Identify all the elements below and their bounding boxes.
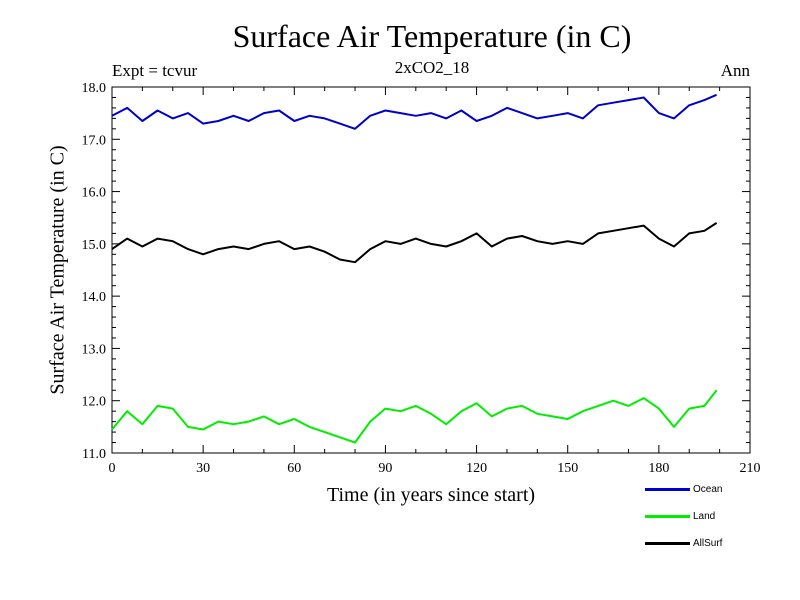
legend-swatch-ocean [645, 487, 690, 491]
experiment-label: Expt = tcvur [112, 61, 198, 80]
series-line-allsurf [111, 222, 718, 264]
y-tick-label: 12.0 [82, 395, 107, 410]
y-tick-label: 17.0 [82, 133, 107, 148]
y-tick-label: 18.0 [82, 81, 107, 96]
x-tick-label: 150 [557, 461, 578, 476]
chart-title: Surface Air Temperature (in C) [232, 18, 632, 54]
legend-item-ocean: Ocean [645, 482, 722, 496]
y-tick-label: 14.0 [82, 290, 107, 305]
x-tick-label: 30 [196, 461, 210, 476]
legend-label-land: Land [693, 510, 716, 522]
series-line-ocean [111, 93, 717, 130]
y-axis-label: Surface Air Temperature (in C) [46, 145, 69, 395]
y-tick-label: 15.0 [82, 238, 107, 253]
x-tick-label: 0 [109, 461, 116, 476]
legend-label-allsurf: AllSurf [693, 537, 723, 549]
legend-label-ocean: Ocean [693, 483, 723, 495]
x-tick-label: 90 [378, 461, 392, 476]
legend-swatch-land [645, 514, 690, 518]
x-tick-label: 180 [648, 461, 669, 476]
plot-frame [111, 86, 751, 454]
x-tick-label: 210 [740, 461, 761, 476]
x-axis-label: Time (in years since start) [326, 484, 536, 506]
x-tick-label: 120 [466, 461, 487, 476]
y-tick-label: 16.0 [82, 186, 107, 201]
legend-item-allsurf: AllSurf [645, 536, 722, 550]
y-tick-label: 13.0 [82, 342, 107, 357]
season-label: Ann [720, 61, 750, 80]
x-tick-label: 60 [287, 461, 301, 476]
y-tick-label: 11.0 [82, 447, 106, 462]
chart-subtitle: 2xCO2_18 [394, 58, 470, 77]
tick-marks [111, 86, 751, 454]
legend-item-land: Land [645, 509, 715, 523]
y-tick-labels: 11.0 12.0 13.0 14.0 15.0 16.0 17.0 18.0 [82, 81, 107, 462]
series-lines [111, 93, 718, 444]
legend-swatch-allsurf [645, 541, 690, 545]
series-line-land [111, 389, 718, 444]
x-tick-labels: 0 30 60 90 120 150 180 210 [109, 461, 761, 476]
